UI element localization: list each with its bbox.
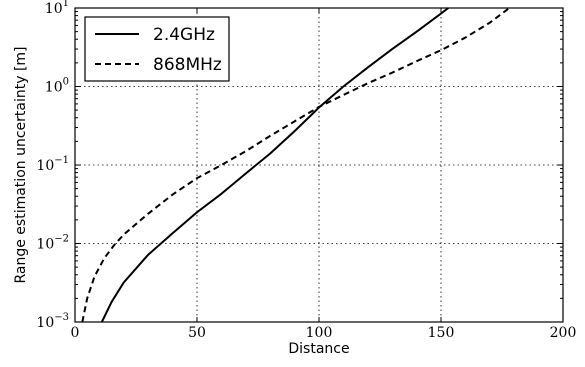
y-tick-label: 10−2	[36, 234, 69, 253]
x-tick-label: 200	[550, 325, 577, 341]
y-tick-label: 100	[45, 77, 69, 96]
y-tick-labels: 10−3 10−2 10−1 100 101	[36, 0, 69, 331]
y-axis-label: Range estimation uncertainty [m]	[13, 46, 29, 283]
x-tick-labels: 0 50 100 150 200	[71, 325, 577, 341]
legend-label-2-4ghz: 2.4GHz	[153, 25, 215, 45]
series-line-868mhz	[81, 7, 510, 323]
x-tick-label: 100	[306, 325, 333, 341]
x-tick-label: 50	[188, 325, 206, 341]
axis-ticks	[74, 7, 564, 323]
y-tick-label: 10−1	[36, 155, 69, 174]
legend-label-868mhz: 868MHz	[153, 55, 222, 75]
series-layer	[81, 7, 510, 323]
grid	[75, 8, 563, 322]
x-tick-label: 150	[428, 325, 455, 341]
x-tick-label: 0	[71, 325, 80, 341]
legend: 2.4GHz 868MHz	[84, 16, 230, 82]
legend-box	[84, 16, 230, 82]
x-axis-label: Distance	[288, 341, 349, 357]
series-line-2-4ghz	[100, 7, 449, 323]
y-tick-label: 10−3	[36, 312, 69, 331]
y-tick-label: 101	[45, 0, 69, 17]
